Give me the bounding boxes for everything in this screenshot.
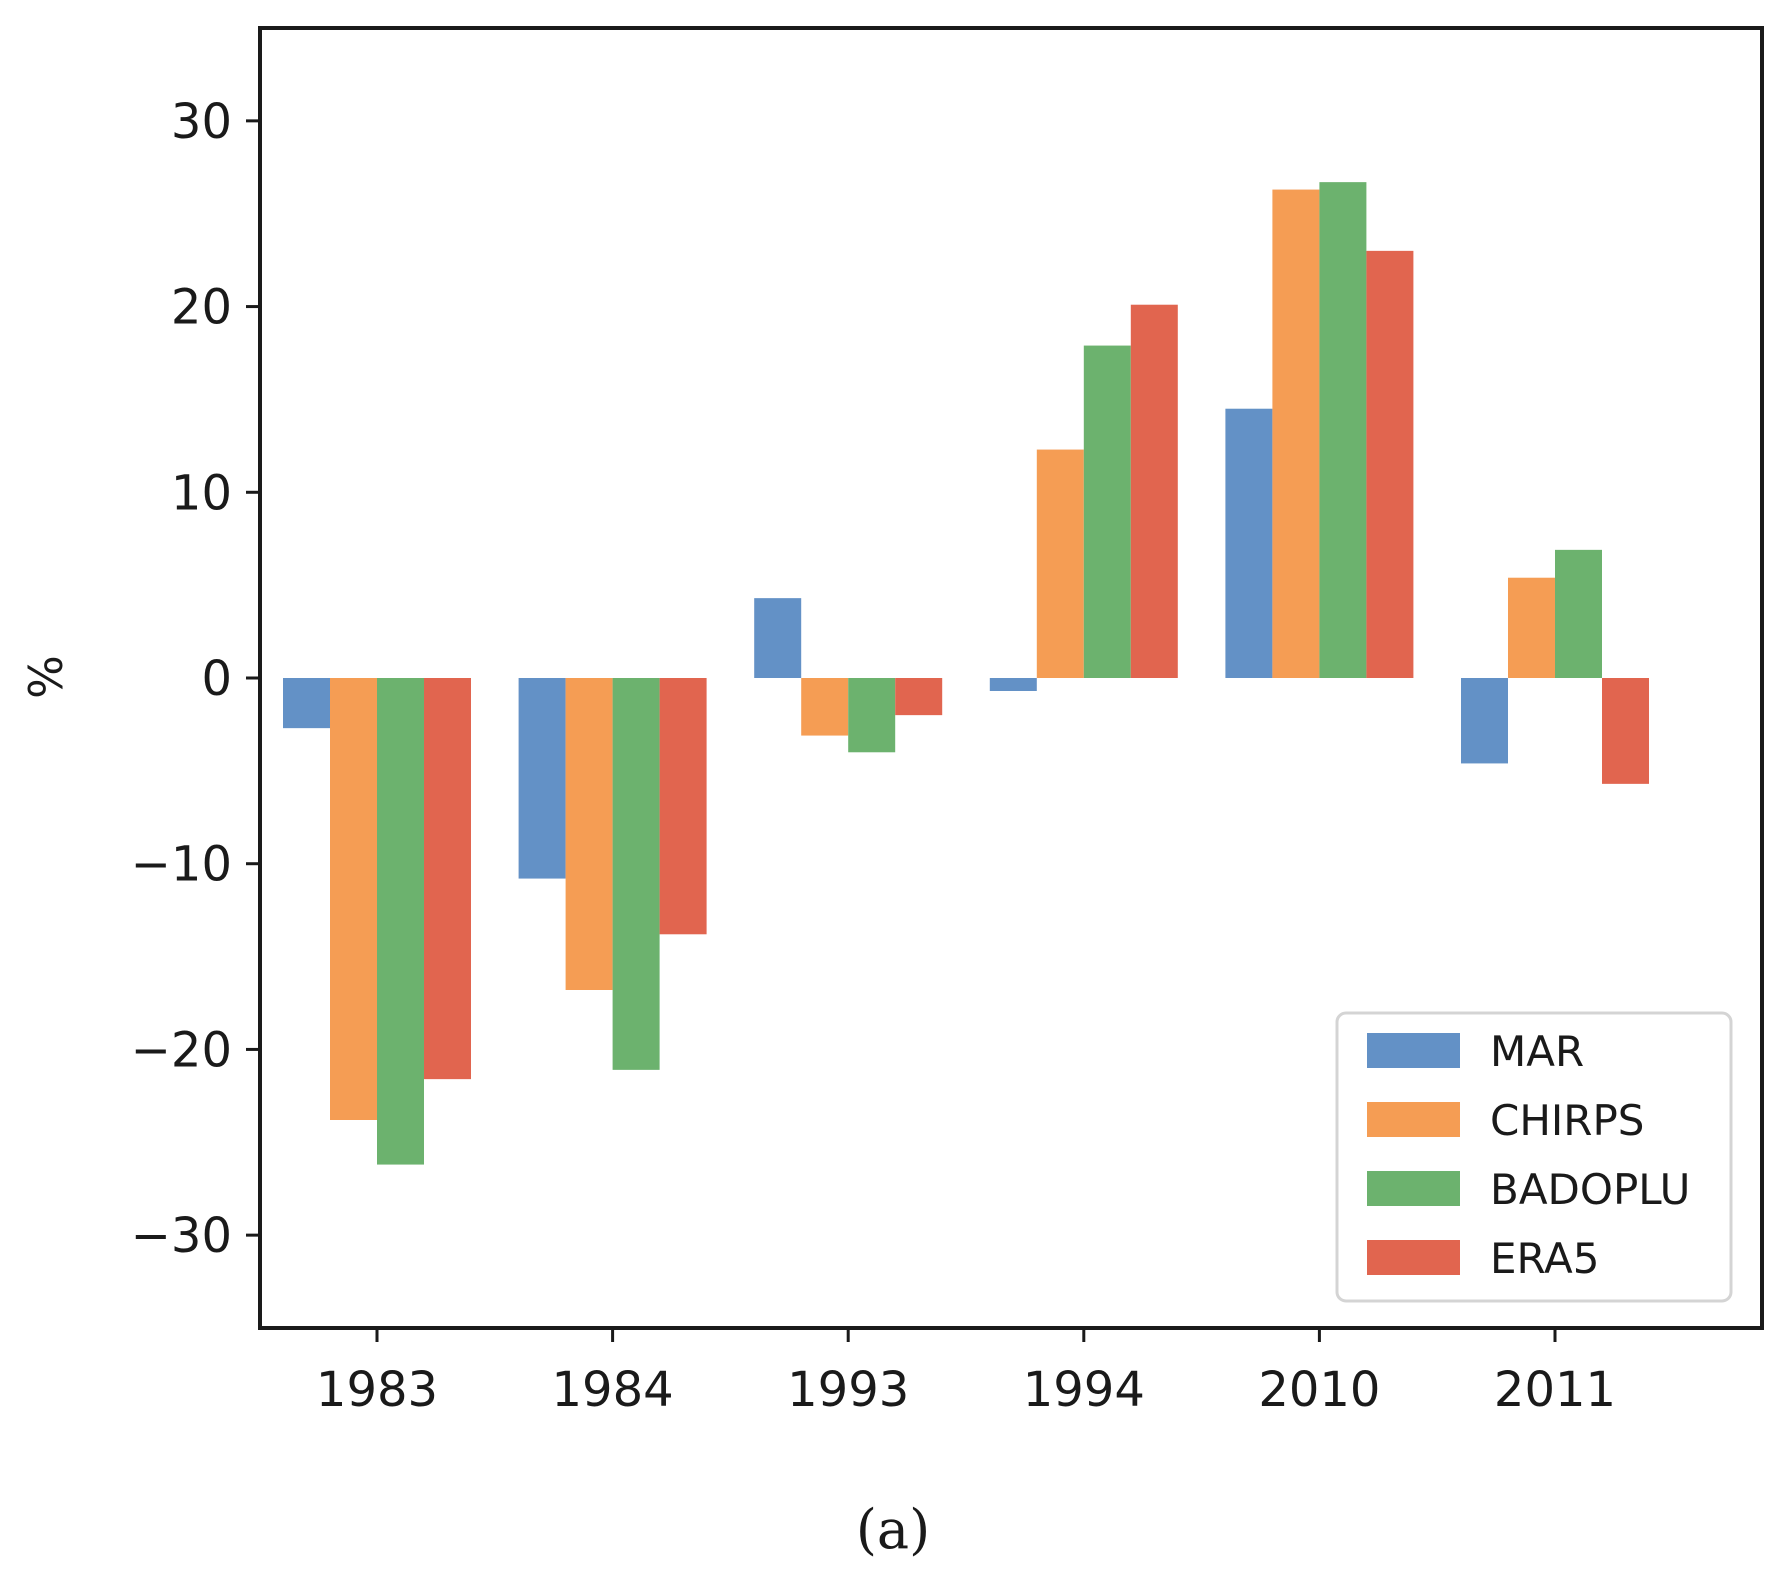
bars-layer	[283, 182, 1649, 1165]
bar-badoplu-1983	[377, 678, 424, 1165]
legend-frame	[1335, 1011, 1733, 1303]
bar-era5-1993	[895, 678, 943, 716]
x-tick-label: 1984	[552, 1362, 674, 1418]
legend-swatch-badoplu	[1367, 1171, 1460, 1206]
legend-swatch-era5	[1367, 1240, 1460, 1275]
bar-era5-1994	[1130, 304, 1178, 678]
x-axis: 1983 1984 1993 1994 2010 2011	[316, 1328, 1616, 1418]
bar-chirps-1983	[330, 678, 377, 1120]
x-tick-label: 1983	[316, 1362, 438, 1418]
bar-mar-1984	[518, 678, 566, 879]
bar-badoplu-1984	[612, 678, 660, 1070]
bar-era5-1983	[424, 678, 471, 1080]
bar-era5-1984	[659, 678, 707, 935]
bar-chirps-1994	[1036, 449, 1084, 678]
caption: (a)	[856, 1498, 930, 1561]
x-tick-label: 2011	[1494, 1362, 1616, 1418]
x-tick-label: 2010	[1258, 1362, 1380, 1418]
y-tick-label: 30	[171, 94, 232, 150]
legend-label-chirps: CHIRPS	[1490, 1096, 1644, 1145]
y-tick-label: 0	[201, 651, 232, 707]
bar-chirps-2011	[1508, 577, 1555, 678]
y-tick-label: 10	[171, 465, 232, 521]
bar-mar-1983	[283, 678, 330, 729]
bar-badoplu-2010	[1319, 182, 1367, 678]
y-tick-label: −20	[131, 1022, 232, 1078]
bar-badoplu-2011	[1555, 549, 1602, 678]
bar-mar-2011	[1461, 678, 1508, 764]
y-axis-label: %	[19, 655, 73, 699]
bar-era5-2011	[1602, 678, 1649, 784]
legend-label-mar: MAR	[1490, 1027, 1584, 1076]
bar-chirps-2010	[1272, 189, 1320, 679]
bar-chirps-1993	[801, 678, 849, 736]
y-tick-label: −30	[131, 1208, 232, 1264]
y-axis: 30 20 10 0 −10 −20 −30	[131, 94, 260, 1264]
legend-swatch-mar	[1367, 1033, 1460, 1068]
x-tick-label: 1994	[1023, 1362, 1145, 1418]
bar-badoplu-1993	[848, 678, 896, 753]
y-tick-label: 20	[171, 280, 232, 336]
bar-chirps-1984	[565, 678, 613, 990]
x-tick-label: 1993	[787, 1362, 909, 1418]
legend-label-era5: ERA5	[1490, 1234, 1599, 1283]
y-tick-label: −10	[131, 837, 232, 893]
legend-items: MAR CHIRPS BADOPLU ERA5	[1367, 1027, 1690, 1283]
legend-swatch-chirps	[1367, 1102, 1460, 1137]
bar-mar-2010	[1225, 408, 1273, 678]
legend-label-badoplu: BADOPLU	[1490, 1165, 1690, 1214]
bar-mar-1994	[989, 678, 1037, 691]
legend: MAR CHIRPS BADOPLU ERA5	[1335, 1011, 1733, 1303]
bar-era5-2010	[1366, 250, 1414, 678]
bar-mar-1993	[754, 598, 802, 678]
bar-badoplu-1994	[1083, 345, 1131, 678]
